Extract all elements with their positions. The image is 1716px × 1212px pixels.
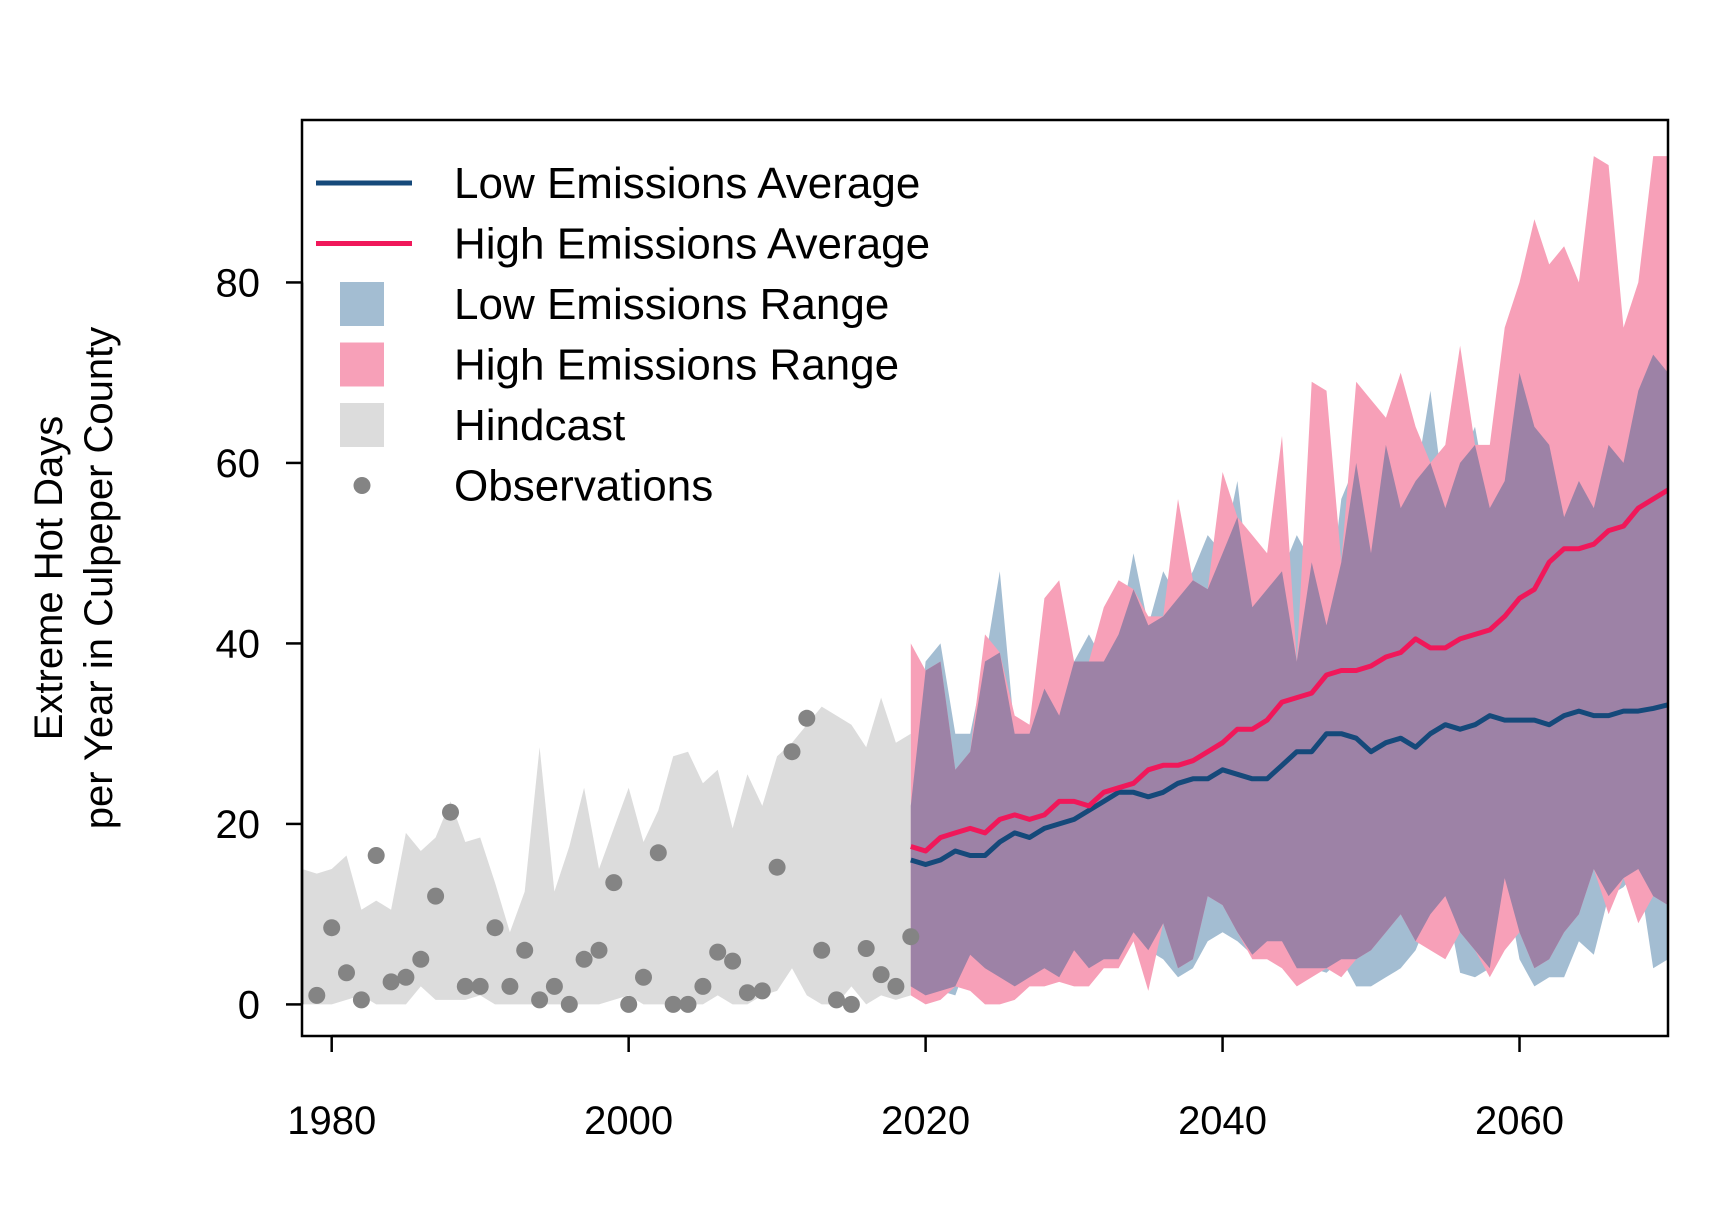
observation-point: [783, 743, 801, 761]
observation-point: [397, 968, 415, 986]
observation-point: [813, 941, 831, 959]
observation-point: [887, 977, 905, 995]
x-tick-label: 2040: [1178, 1099, 1267, 1143]
observation-point: [738, 984, 756, 1002]
observation-point: [872, 966, 890, 984]
observation-point: [753, 982, 771, 1000]
observation-point: [486, 919, 504, 937]
x-tick-label: 2060: [1475, 1099, 1564, 1143]
legend-label: Low Emissions Range: [454, 280, 889, 329]
y-axis-title: Extreme Hot Days per Year in Culpeper Cou…: [27, 327, 121, 830]
y-tick-label: 20: [216, 803, 261, 847]
legend-box-swatch: [340, 282, 384, 326]
observation-point: [709, 943, 727, 961]
observation-point: [338, 964, 355, 982]
observation-point: [471, 977, 489, 995]
range-overlap-band: [910, 354, 1668, 996]
legend-item: Low Emissions Average: [316, 159, 920, 208]
observation-point: [605, 874, 623, 892]
x-tick-label: 2020: [881, 1099, 970, 1143]
observation-point: [857, 940, 875, 957]
hindcast-band: [302, 697, 911, 1005]
observation-point: [442, 803, 459, 821]
observation-point: [501, 977, 519, 995]
observation-point: [768, 858, 786, 876]
observation-point: [798, 709, 816, 727]
high-emissions-average-line: [910, 487, 1668, 854]
y-axis-title-line-1: Extreme Hot Days: [27, 416, 71, 741]
legend-point-swatch: [353, 477, 371, 494]
plot-area: [302, 156, 1668, 1013]
y-axis-title-line-2: per Year in Culpeper County: [77, 327, 121, 830]
x-tick-label: 2000: [584, 1099, 673, 1143]
legend-item: High Emissions Average: [316, 220, 930, 269]
x-tick-label: 1980: [287, 1099, 376, 1143]
observation-point: [516, 941, 534, 959]
observation-point: [382, 973, 400, 991]
observation-point: [367, 847, 385, 864]
observation-point: [427, 887, 445, 905]
observation-point: [902, 928, 920, 946]
y-tick-label: 40: [216, 622, 261, 666]
observation-point: [545, 977, 563, 995]
legend-label: High Emissions Range: [454, 341, 899, 390]
legend: Low Emissions Average High Emissions Aver…: [316, 159, 930, 511]
observation-point: [575, 950, 593, 968]
legend-label: High Emissions Average: [454, 220, 930, 269]
legend-label: Low Emissions Average: [454, 159, 920, 208]
observation-point: [308, 986, 326, 1004]
observation-point: [456, 977, 474, 995]
observation-point: [560, 995, 578, 1013]
legend-item: High Emissions Range: [340, 341, 899, 390]
observation-point: [679, 995, 697, 1013]
observation-point: [694, 977, 712, 995]
legend-item: Observations: [353, 462, 713, 511]
legend-item: Hindcast: [340, 401, 625, 450]
observation-point: [531, 991, 549, 1009]
observation-point: [412, 950, 430, 968]
y-tick-label: 0: [238, 983, 260, 1027]
legend-label: Hindcast: [454, 401, 625, 450]
observation-point: [664, 995, 682, 1013]
y-tick-label: 80: [216, 261, 261, 305]
legend-box-swatch: [340, 342, 384, 387]
y-tick-label: 60: [216, 442, 261, 486]
observation-point: [842, 995, 860, 1013]
observation-point: [724, 952, 742, 970]
observation-point: [635, 968, 652, 986]
observation-point: [828, 991, 845, 1009]
legend-label: Observations: [454, 462, 713, 511]
observation-point: [620, 995, 638, 1013]
observation-point: [649, 844, 667, 862]
legend-item: Low Emissions Range: [340, 280, 889, 329]
observation-point: [352, 991, 370, 1009]
low-emissions-average-line: [910, 702, 1668, 867]
observation-point: [590, 941, 608, 959]
observation-point: [323, 919, 341, 937]
legend-box-swatch: [340, 403, 384, 447]
